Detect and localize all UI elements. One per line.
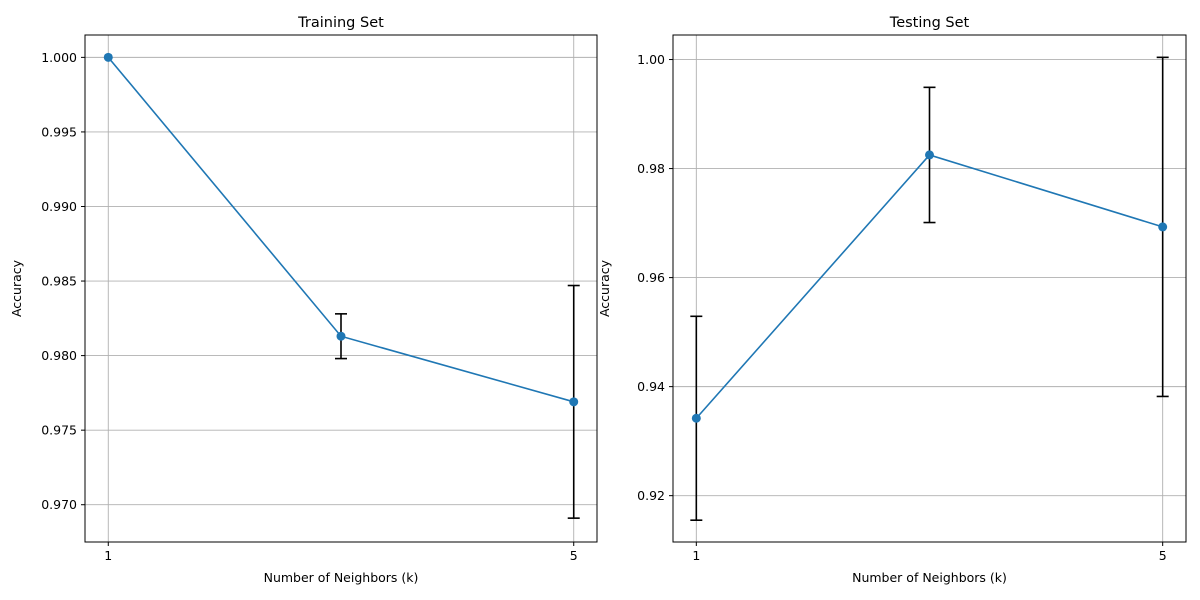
data-point (103, 52, 113, 62)
y-tick-label: 1.00 (637, 52, 665, 67)
y-tick-label: 1.000 (41, 50, 77, 65)
x-axis-label: Number of Neighbors (k) (264, 570, 419, 585)
y-tick-label: 0.970 (41, 497, 77, 512)
x-tick-label: 1 (104, 548, 112, 563)
y-tick-label: 0.975 (41, 423, 77, 438)
chart-title: Testing Set (889, 15, 970, 31)
data-point (925, 150, 934, 160)
y-tick-label: 0.980 (41, 348, 77, 363)
training-set-axes: 1 5 0.970 0.975 0.980 0.985 0.990 0.995 1.000 Tr… (9, 15, 598, 585)
x-tick-label: 1 (692, 548, 700, 563)
axes-frame (84, 34, 598, 543)
x-axis-label: Number of Neighbors (k) (852, 570, 1007, 585)
data-point (569, 397, 579, 407)
y-tick-label: 0.990 (41, 199, 77, 214)
y-tick-label: 0.98 (637, 161, 665, 176)
data-point (336, 331, 346, 341)
y-tick-label: 0.94 (637, 379, 665, 394)
data-point (1158, 222, 1168, 232)
chart-title: Training Set (297, 15, 384, 31)
data-point (691, 413, 701, 423)
y-tick-label: 0.985 (41, 274, 77, 289)
axes-frame (672, 34, 1187, 543)
y-tick-label: 0.995 (41, 124, 77, 139)
y-tick-label: 0.96 (637, 270, 665, 285)
x-tick-label: 5 (1159, 548, 1167, 563)
x-tick-label: 5 (570, 548, 578, 563)
testing-set-axes: 1 5 0.92 0.94 0.96 0.98 1.00 Testing Set Numbe… (597, 15, 1187, 585)
y-axis-label: Accuracy (9, 259, 24, 317)
y-tick-label: 0.92 (637, 488, 665, 503)
y-axis-label: Accuracy (597, 259, 612, 317)
plot-area: 1 5 0.92 0.94 0.96 0.98 1.00 (637, 34, 1187, 563)
plot-area: 1 5 0.970 0.975 0.980 0.985 0.990 0.995 1.000 (41, 34, 598, 563)
